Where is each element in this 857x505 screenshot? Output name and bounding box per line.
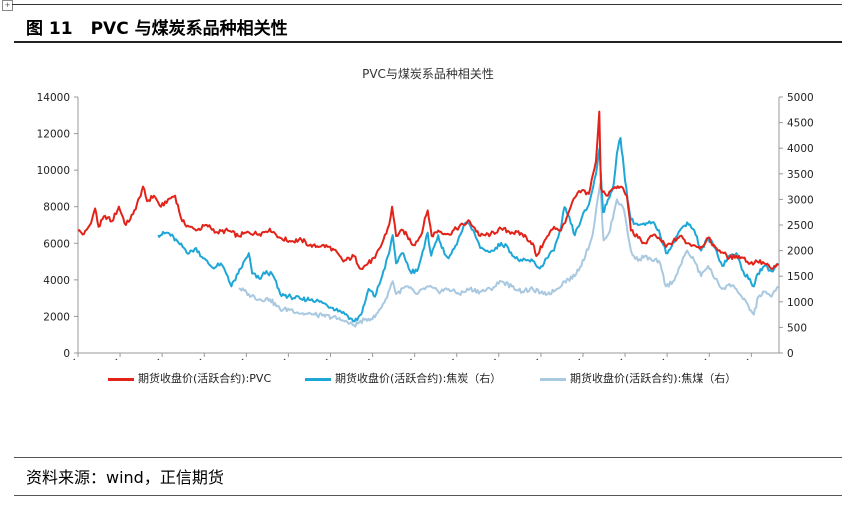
figure-title: 图 11 PVC 与煤炭系品种相关性	[26, 14, 288, 39]
top-rule	[12, 4, 842, 5]
chart-title: PVC与煤炭系品种相关性	[362, 67, 494, 81]
y-left-tick-label: 14000	[37, 92, 70, 104]
x-tick-label: 2017-05-25	[368, 357, 420, 360]
legend-swatch-coking-coal	[540, 377, 566, 381]
source-note: 资料来源：wind，正信期货	[26, 468, 224, 487]
title-rule	[14, 41, 842, 43]
y-right-tick-label: 0	[787, 348, 794, 360]
figure-caption: PVC 与煤炭系品种相关性	[90, 19, 288, 39]
y-left-tick-label: 12000	[37, 129, 70, 141]
series-layer	[77, 110, 780, 328]
legend-item-coking-coal: 期货收盘价(活跃合约):焦煤（右）	[540, 370, 736, 386]
x-tick-label: 2013-05-25	[200, 357, 252, 360]
legend-label-pvc: 期货收盘价(活跃合约):PVC	[138, 372, 272, 385]
x-tick-label: 2018-05-25	[410, 357, 462, 360]
line-chart: PVC与煤炭系品种相关性 020004000600080001000012000…	[31, 67, 814, 360]
bottom-rule	[14, 495, 842, 496]
x-tick-label: 2009-05-25	[31, 357, 83, 360]
x-tick-label: 2021-05-25	[536, 357, 588, 360]
x-tick-label: 2020-05-25	[494, 357, 546, 360]
y-right-tick-label: 4000	[787, 143, 814, 155]
frame-corner-marker: +	[2, 0, 13, 11]
figure-number: 图 11	[26, 19, 73, 39]
y-right-tick-label: 1500	[787, 271, 814, 283]
series-line-0	[77, 110, 779, 270]
x-tick-label: 2019-05-25	[452, 357, 504, 360]
y-right-tick-label: 4500	[787, 118, 814, 130]
x-tick-label: 2014-05-25	[242, 357, 294, 360]
chart-legend: 期货收盘价(活跃合约):PVC 期货收盘价(活跃合约):焦炭（右） 期货收盘价(…	[0, 368, 857, 388]
y-left-tick-label: 2000	[43, 311, 70, 323]
y-right-tick-label: 5000	[787, 92, 814, 104]
x-tick-label: 2012-05-25	[158, 357, 210, 360]
y-left-tick-label: 4000	[43, 275, 70, 287]
legend-item-coke: 期货收盘价(活跃合约):焦炭（右）	[305, 370, 501, 386]
x-tick-label: 2022-05-25	[579, 357, 631, 360]
y-right-tick-label: 2500	[787, 220, 814, 232]
series-line-1	[157, 137, 780, 323]
y-right-tick-label: 1000	[787, 297, 814, 309]
y-right-tick-label: 3500	[787, 169, 814, 181]
x-tick-label: 2016-05-25	[326, 357, 378, 360]
x-tick-label: 2011-05-25	[116, 357, 168, 360]
y-right-tick-label: 2000	[787, 246, 814, 258]
series-line-2	[238, 183, 780, 328]
legend-swatch-pvc	[108, 377, 134, 381]
x-tick-label: 2023-05-25	[621, 357, 673, 360]
legend-swatch-coke	[305, 377, 331, 381]
y-right-tick-label: 500	[787, 322, 807, 334]
x-tick-label: 2015-05-25	[284, 357, 336, 360]
legend-label-coking-coal: 期货收盘价(活跃合约):焦煤（右）	[570, 372, 737, 385]
legend-label-coke: 期货收盘价(活跃合约):焦炭（右）	[335, 372, 502, 385]
y-left-tick-label: 6000	[43, 238, 70, 250]
x-tick-label: 2025-05-25	[705, 357, 757, 360]
x-tick-label: 2010-05-25	[74, 357, 126, 360]
y-left-tick-label: 8000	[43, 202, 70, 214]
y-left-tick-label: 0	[63, 348, 70, 360]
y-right-tick-label: 3000	[787, 194, 814, 206]
source-rule	[14, 457, 842, 458]
legend-item-pvc: 期货收盘价(活跃合约):PVC	[108, 370, 271, 386]
x-tick-label: 2024-05-25	[663, 357, 715, 360]
y-left-tick-label: 10000	[37, 165, 70, 177]
